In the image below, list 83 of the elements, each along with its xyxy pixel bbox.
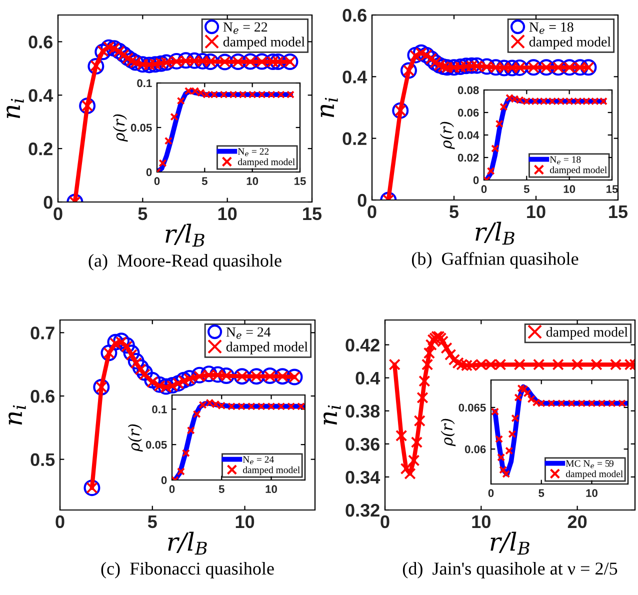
y-tick-label: 0.6 (28, 36, 52, 48)
x-axis-title: r/l$_{B}$ (490, 532, 530, 555)
x-tick-label: 5 (218, 485, 224, 494)
x-tick-label: 0 (488, 489, 494, 498)
legend-label: damped model (546, 327, 628, 340)
legend-label: damped model (226, 342, 308, 354)
legend-label: N$_{e}$ = 18 (550, 156, 581, 164)
legend-label: N$_{e}$ = 22 (238, 148, 269, 156)
text: (a) Moore-Read quasihole (88, 254, 282, 270)
legend-label: N$_{e}$ = 22 (223, 22, 268, 34)
y-tick-label: 0 (44, 196, 52, 209)
x-axis-title: r/l$_{B}$ (476, 222, 514, 245)
y-tick-label: 0.42 (346, 338, 380, 352)
y-tick-label: 0.1 (137, 79, 152, 88)
x-tick-label: 10 (246, 177, 258, 186)
x-tick-label: 10 (472, 515, 490, 528)
y-axis-title: ρ(r) (112, 114, 128, 142)
legend-label: damped model (566, 470, 623, 480)
x-tick-label: 15 (609, 206, 628, 218)
legend-label: damped model (242, 466, 300, 476)
x-tick-label: 10 (236, 515, 254, 528)
y-axis-title: n$_{i}$ (320, 98, 338, 118)
legend-label: damped model (529, 36, 611, 50)
legend-label: N$_{e}$ = 24 (242, 456, 274, 464)
x-tick-label: 10 (266, 485, 277, 494)
y-tick-label: 0.08 (458, 86, 479, 94)
y-tick-label: 0.06 (464, 445, 486, 454)
text: (d) Jain's quasihole at ν = 2/5 (402, 562, 618, 578)
x-axis-title: r/l$_{B}$ (166, 224, 204, 247)
y-tick-label: 0.02 (458, 154, 479, 162)
y-tick-label: 0.6 (30, 390, 54, 403)
y-tick-label: 0.05 (146, 440, 167, 449)
x-tick-label: 10 (586, 489, 598, 498)
x-tick-label: 5 (138, 208, 148, 220)
y-axis-title: n$_{i}$ (8, 405, 26, 425)
y-tick-label: 0 (161, 476, 167, 484)
y-tick-label: 0 (358, 194, 366, 207)
y-tick-label: 0.36 (346, 438, 380, 451)
y-tick-label: 0.4 (356, 372, 380, 385)
x-tick-label: 5 (450, 206, 459, 218)
y-tick-label: 0.4 (342, 70, 368, 84)
legend-label: MC N$_{e}$ = 59 (566, 460, 614, 468)
y-tick-label: 0.6 (342, 8, 366, 22)
y-tick-label: 0.32 (346, 504, 380, 517)
x-tick-label: 5 (524, 185, 530, 194)
x-tick-label: 5 (148, 516, 157, 528)
x-tick-label: 0 (56, 515, 64, 528)
y-axis-title: n$_{i}$ (324, 405, 341, 425)
y-tick-label: 0.065 (458, 404, 486, 412)
y-tick-label: 0.34 (346, 470, 380, 484)
x-tick-label: 15 (303, 208, 322, 220)
y-axis-title: ρ(r) (440, 418, 456, 446)
y-tick-label: 0.04 (458, 131, 480, 140)
x-tick-label: 5 (538, 489, 544, 498)
y-tick-label: 0.2 (28, 142, 52, 156)
x-tick-label: 10 (527, 205, 546, 218)
y-tick-label: 0 (146, 168, 152, 176)
x-tick-label: 10 (564, 185, 576, 194)
y-tick-label: 0.7 (30, 326, 54, 340)
x-tick-label: 0 (169, 485, 175, 494)
text: (c) Fibonacci quasihole (101, 562, 274, 578)
y-tick-label: 0.5 (30, 453, 55, 466)
x-tick-label: 20 (568, 515, 587, 528)
y-tick-label: 0.4 (28, 89, 54, 102)
x-tick-label: 0 (380, 515, 390, 528)
y-axis-title: ρ(r) (440, 122, 455, 150)
y-tick-label: 0.38 (346, 404, 380, 418)
x-tick-label: 5 (202, 177, 208, 186)
y-tick-label: 0.05 (130, 124, 152, 132)
legend-label: damped model (223, 36, 305, 50)
y-axis-title: n$_{i}$ (6, 98, 24, 118)
y-tick-label: 0.1 (152, 405, 167, 414)
y-tick-label: 0.06 (458, 108, 479, 117)
y-axis-title: ρ(r) (128, 424, 143, 452)
text: (b) Gaffnian quasihole (412, 252, 578, 269)
legend-label: damped model (238, 158, 295, 168)
legend-label: N$_{e}$ = 18 (529, 22, 574, 34)
legend-label: damped model (550, 166, 607, 176)
legend-label: N$_{e}$ = 24 (226, 327, 271, 339)
x-axis-title: r/l$_{B}$ (168, 532, 207, 555)
y-tick-label: 0.2 (342, 132, 366, 146)
x-tick-label: 10 (218, 207, 237, 220)
x-tick-label: 15 (294, 177, 306, 186)
